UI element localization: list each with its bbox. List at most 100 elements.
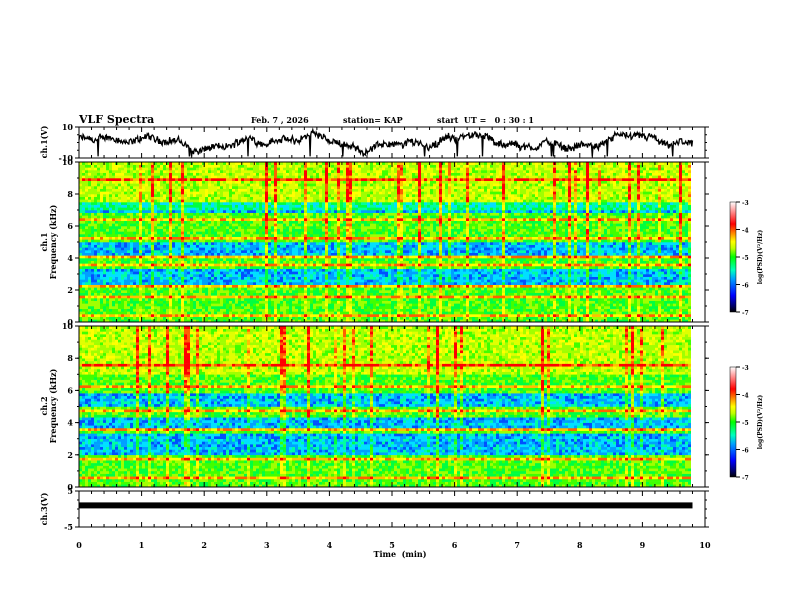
spectrogram-cell <box>274 207 277 210</box>
spectrogram-cell <box>169 277 172 280</box>
spectrogram-cell <box>85 274 88 277</box>
spectrogram-cell <box>181 199 184 202</box>
spectrogram-cell <box>199 311 202 314</box>
spectrogram-cell <box>205 213 208 216</box>
spectrogram-cell <box>190 210 193 213</box>
spectrogram-cell <box>199 205 202 208</box>
spectrogram-cell <box>133 261 136 264</box>
spectrogram-cell <box>283 231 286 234</box>
spectrogram-cell <box>148 271 151 274</box>
spectrogram-cell <box>124 189 127 192</box>
spectrogram-cell <box>217 181 220 184</box>
spectrogram-cell <box>190 181 193 184</box>
spectrogram-cell <box>109 215 112 218</box>
spectrogram-cell <box>268 234 271 237</box>
spectrogram-cell <box>94 167 97 170</box>
spectrogram-cell <box>133 245 136 248</box>
spectrogram-cell <box>190 178 193 181</box>
spectrogram-cell <box>97 266 100 269</box>
spectrogram-cell <box>163 274 166 277</box>
spectrogram-cell <box>103 266 106 269</box>
spectrogram-cell <box>199 234 202 237</box>
spectrogram-cell <box>229 197 232 200</box>
spectrogram-cell <box>124 303 127 306</box>
spectrogram-cell <box>319 237 322 240</box>
spectrogram-cell <box>172 266 175 269</box>
spectrogram-cell <box>232 213 235 216</box>
spectrogram-cell <box>256 314 259 317</box>
spectrogram-cell <box>118 191 121 194</box>
spectrogram-cell <box>166 298 169 301</box>
spectrogram-cell <box>247 231 250 234</box>
spectrogram-cell <box>172 199 175 202</box>
spectrogram-cell <box>199 285 202 288</box>
spectrogram-cell <box>133 309 136 312</box>
spectrogram-cell <box>187 181 190 184</box>
spectrogram-cell <box>235 191 238 194</box>
spectrogram-cell <box>193 239 196 242</box>
spectrogram-cell <box>286 271 289 274</box>
spectrogram-cell <box>160 170 163 173</box>
spectrogram-cell <box>100 181 103 184</box>
spectrogram-cell <box>91 183 94 186</box>
spectrogram-cell <box>256 250 259 253</box>
spectrogram-cell <box>151 178 154 181</box>
spectrogram-cell <box>271 178 274 181</box>
spectrogram-cell <box>268 226 271 229</box>
spectrogram-cell <box>310 189 313 192</box>
spectrogram-cell <box>262 317 265 320</box>
spectrogram-cell <box>124 266 127 269</box>
spectrogram-cell <box>238 287 241 290</box>
spectrogram-cell <box>169 237 172 240</box>
spectrogram-cell <box>280 314 283 317</box>
spectrogram-cell <box>121 223 124 226</box>
spectrogram-cell <box>226 311 229 314</box>
spectrogram-cell <box>220 303 223 306</box>
spectrogram-cell <box>226 170 229 173</box>
spectrogram-cell <box>301 279 304 282</box>
spectrogram-cell <box>289 271 292 274</box>
spectrogram-cell <box>124 165 127 168</box>
spectrogram-cell <box>148 293 151 296</box>
spectrogram-cell <box>166 202 169 205</box>
spectrogram-cell <box>277 186 280 189</box>
spectrogram-cell <box>196 167 199 170</box>
spectrogram-cell <box>271 181 274 184</box>
spectrogram-cell <box>142 285 145 288</box>
spectrogram-cell <box>289 282 292 285</box>
spectrogram-cell <box>88 317 91 320</box>
spectrogram-cell <box>181 213 184 216</box>
spectrogram-cell <box>223 183 226 186</box>
spectrogram-cell <box>139 290 142 293</box>
spectrogram-cell <box>142 194 145 197</box>
spectrogram-cell <box>292 170 295 173</box>
spectrogram-cell <box>250 167 253 170</box>
spectrogram-cell <box>238 285 241 288</box>
spectrogram-cell <box>88 282 91 285</box>
spectrogram-cell <box>145 199 148 202</box>
spectrogram-cell <box>112 269 115 272</box>
spectrogram-cell <box>154 183 157 186</box>
spectrogram-cell <box>304 303 307 306</box>
spectrogram-cell <box>112 306 115 309</box>
spectrogram-cell <box>115 258 118 261</box>
spectrogram-cell <box>112 271 115 274</box>
spectrogram-cell <box>82 314 85 317</box>
spectrogram-cell <box>184 173 187 176</box>
spectrogram-cell <box>301 226 304 229</box>
spectrogram-cell <box>85 178 88 181</box>
spectrogram-cell <box>205 301 208 304</box>
spectrogram-cell <box>211 298 214 301</box>
spectrogram-cell <box>253 245 256 248</box>
spectrogram-cell <box>232 178 235 181</box>
spectrogram-cell <box>202 223 205 226</box>
spectrogram-cell <box>316 175 319 178</box>
spectrogram-cell <box>124 199 127 202</box>
spectrogram-cell <box>121 298 124 301</box>
spectrogram-cell <box>268 311 271 314</box>
spectrogram-cell <box>124 277 127 280</box>
spectrogram-cell <box>130 271 133 274</box>
spectrogram-cell <box>295 223 298 226</box>
spectrogram-cell <box>211 282 214 285</box>
spectrogram-cell <box>223 247 226 250</box>
